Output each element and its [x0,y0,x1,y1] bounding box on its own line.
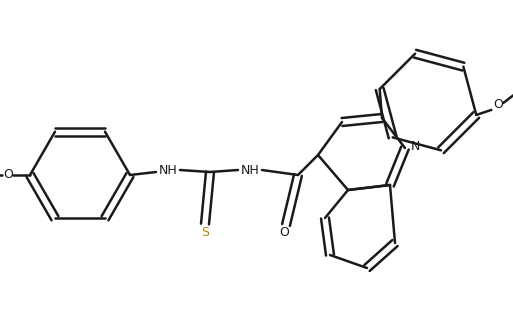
Text: N: N [410,140,420,152]
Text: NH: NH [241,163,260,176]
Text: O: O [3,169,13,181]
Text: S: S [201,226,209,238]
Text: NH: NH [159,163,177,176]
Text: O: O [494,99,503,112]
Text: O: O [279,226,289,239]
